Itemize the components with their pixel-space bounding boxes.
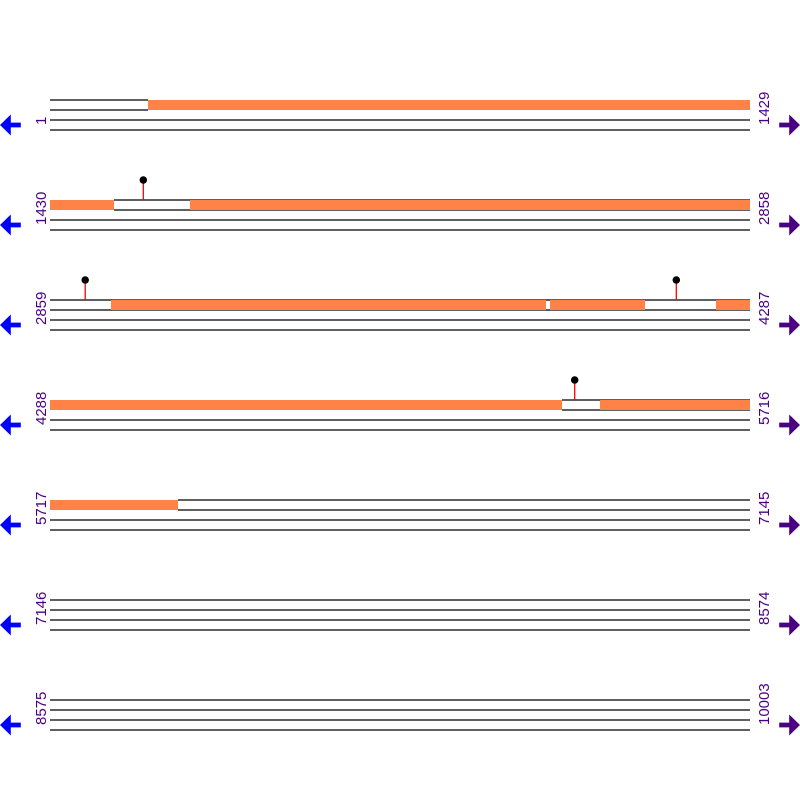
svg-text:5716: 5716 [756,392,773,425]
svg-text:7145: 7145 [756,492,773,525]
svg-text:10003: 10003 [756,683,773,725]
svg-text:2859: 2859 [33,292,50,325]
svg-text:8575: 8575 [33,692,50,725]
svg-text:1: 1 [33,117,50,125]
svg-text:5717: 5717 [33,492,50,525]
svg-text:1430: 1430 [33,192,50,225]
svg-text:7146: 7146 [33,592,50,625]
svg-text:1429: 1429 [756,92,773,125]
svg-text:4288: 4288 [33,392,50,425]
svg-text:2858: 2858 [756,192,773,225]
svg-text:4287: 4287 [756,292,773,325]
svg-text:8574: 8574 [756,592,773,625]
